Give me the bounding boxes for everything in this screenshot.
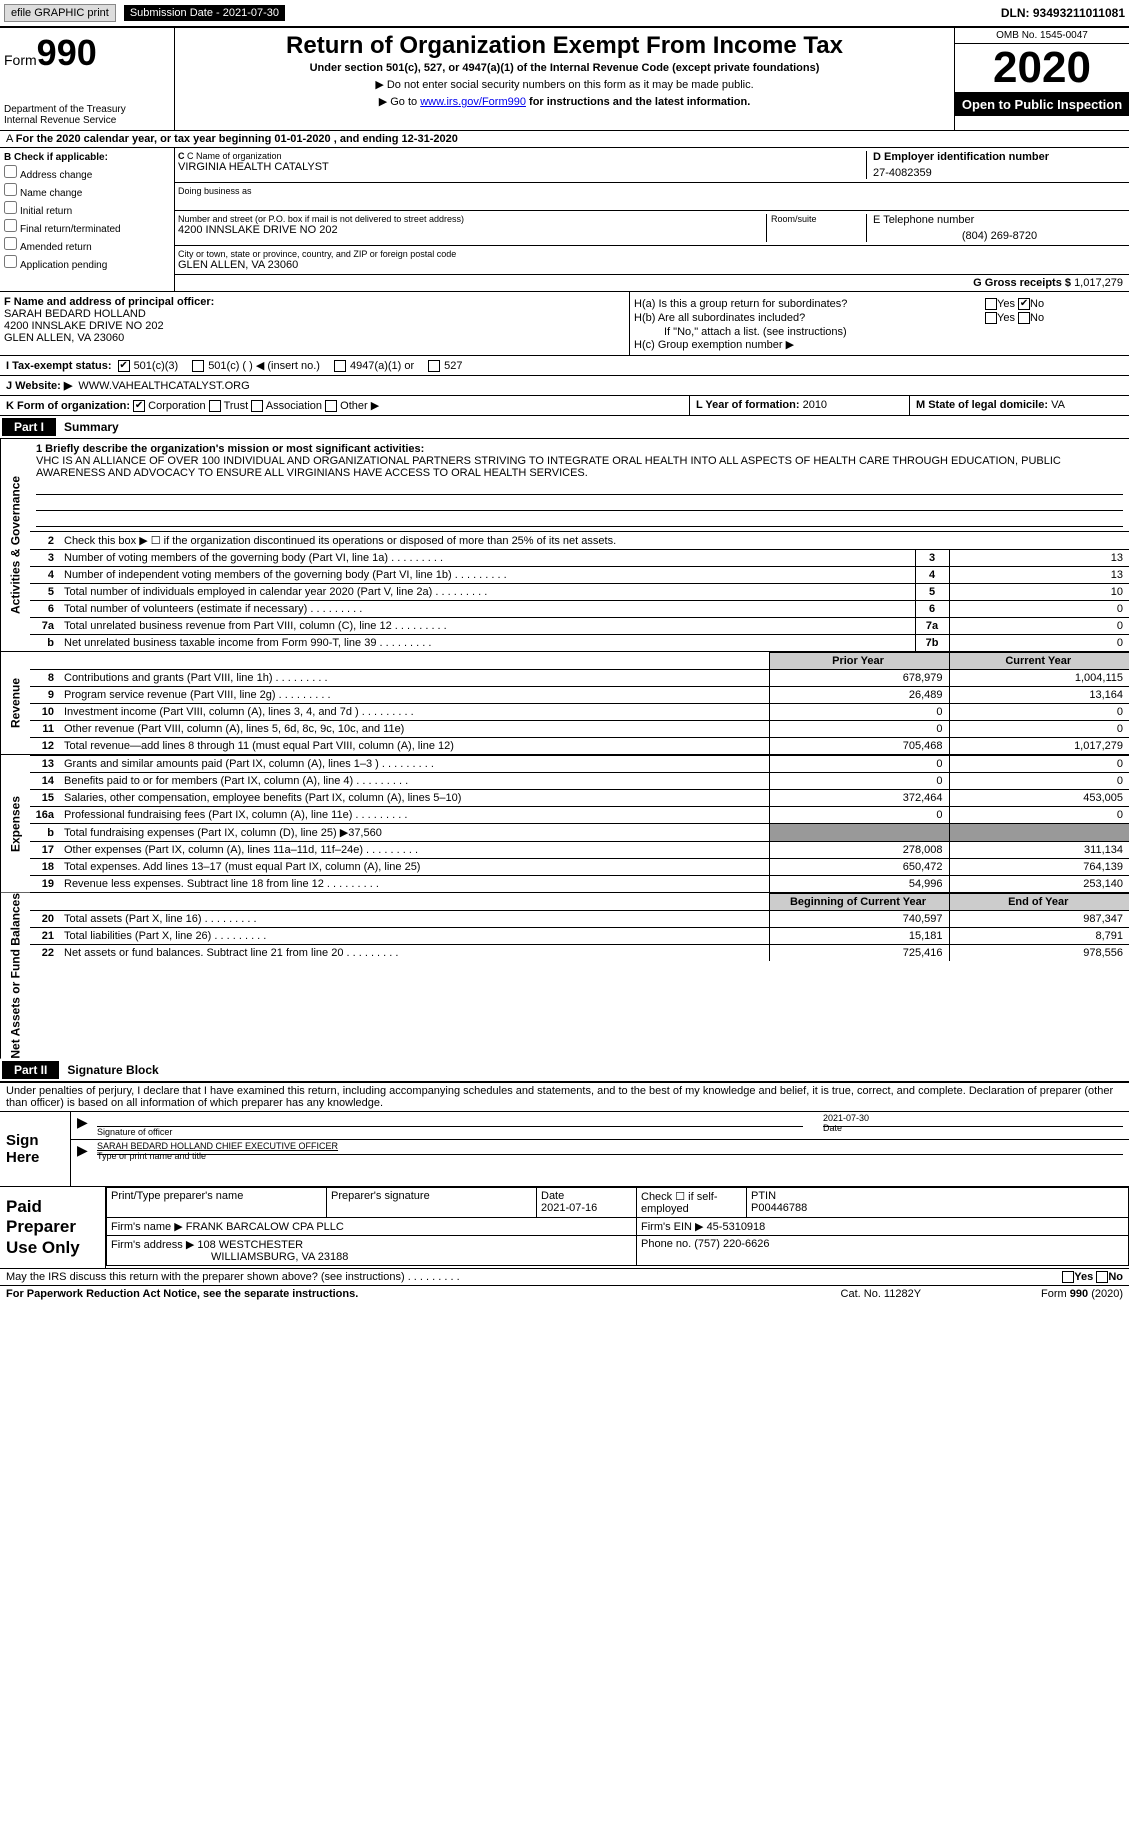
tax-year: 2020 [955, 44, 1129, 93]
phone-label: E Telephone number [873, 214, 1126, 226]
cb-501c3[interactable] [118, 360, 130, 372]
gov-table: 2Check this box ▶ ☐ if the organization … [30, 531, 1129, 651]
officer-label: F Name and address of principal officer: [4, 296, 214, 308]
open-inspection: Open to Public Inspection [955, 93, 1129, 116]
irs-form990-link[interactable]: www.irs.gov/Form990 [420, 96, 526, 108]
cb-application-pending[interactable]: Application pending [4, 255, 170, 271]
paperwork-notice: For Paperwork Reduction Act Notice, see … [6, 1288, 841, 1300]
form-title: Return of Organization Exempt From Incom… [179, 32, 950, 60]
hb-no[interactable] [1018, 312, 1030, 324]
sig-officer-label: Signature of officer [97, 1126, 803, 1137]
cb-address-change[interactable]: Address change [4, 165, 170, 181]
firm-addr2: WILLIAMSBURG, VA 23188 [111, 1251, 348, 1263]
cb-other[interactable] [325, 400, 337, 412]
suite-label: Room/suite [771, 214, 866, 224]
sidebar-expenses: Expenses [0, 755, 30, 892]
firm-phone: (757) 220-6626 [694, 1238, 769, 1250]
sidebar-governance: Activities & Governance [0, 439, 30, 651]
discuss-no[interactable] [1096, 1271, 1108, 1283]
phone: (804) 269-8720 [873, 230, 1126, 242]
form-header: Form990 Department of the Treasury Inter… [0, 27, 1129, 131]
perjury-statement: Under penalties of perjury, I declare th… [0, 1083, 1129, 1111]
dept-treasury: Department of the Treasury [4, 104, 170, 115]
cb-initial-return[interactable]: Initial return [4, 201, 170, 217]
firm-name: FRANK BARCALOW CPA PLLC [186, 1221, 344, 1233]
ha-label: H(a) Is this a group return for subordin… [634, 298, 985, 310]
box-i-label: I Tax-exempt status: [6, 360, 112, 372]
ein: 27-4082359 [873, 167, 1126, 179]
box-b: B Check if applicable: Address change Na… [0, 148, 175, 291]
part1-header: Part I Summary [0, 416, 1129, 438]
officer-printed-name: SARAH BEDARD HOLLAND CHIEF EXECUTIVE OFF… [97, 1141, 1123, 1151]
omb-number: OMB No. 1545-0047 [955, 28, 1129, 44]
irs-label: Internal Revenue Service [4, 115, 170, 126]
form-id-footer: Form 990 (2020) [1041, 1288, 1123, 1300]
submission-date: Submission Date - 2021-07-30 [124, 5, 285, 21]
cb-527[interactable] [428, 360, 440, 372]
instr-ssn: ▶ Do not enter social security numbers o… [179, 78, 950, 91]
discuss-question: May the IRS discuss this return with the… [0, 1269, 1129, 1285]
instr-website: ▶ Go to www.irs.gov/Form990 for instruct… [179, 95, 950, 108]
netassets-table: Beginning of Current YearEnd of Year 20T… [30, 893, 1129, 961]
paid-preparer-label: Paid Preparer Use Only [0, 1187, 105, 1268]
preparer-table: Print/Type preparer's name Preparer's si… [106, 1187, 1129, 1266]
year-formation: 2010 [803, 399, 827, 411]
hb-yes[interactable] [985, 312, 997, 324]
officer-name: SARAH BEDARD HOLLAND [4, 308, 625, 320]
cb-4947[interactable] [334, 360, 346, 372]
box-j-label: J Website: ▶ [6, 379, 72, 392]
form-subtitle: Under section 501(c), 527, or 4947(a)(1)… [179, 62, 950, 74]
discuss-yes[interactable] [1062, 1271, 1074, 1283]
org-name-label: C C Name of organization [178, 151, 866, 161]
cb-corporation[interactable] [133, 400, 145, 412]
hc-label: H(c) Group exemption number ▶ [634, 338, 1125, 351]
ein-label: D Employer identification number [873, 151, 1049, 163]
cb-association[interactable] [251, 400, 263, 412]
tax-period: A For the 2020 calendar year, or tax yea… [0, 131, 1129, 148]
top-bar: efile GRAPHIC print Submission Date - 20… [0, 0, 1129, 27]
state-domicile: VA [1051, 399, 1065, 411]
ha-yes[interactable] [985, 298, 997, 310]
ha-no[interactable] [1018, 298, 1030, 310]
hb-note: If "No," attach a list. (see instruction… [634, 326, 1125, 338]
sidebar-netassets: Net Assets or Fund Balances [0, 893, 30, 1059]
website-url: WWW.VAHEALTHCATALYST.ORG [78, 380, 249, 392]
org-name: VIRGINIA HEALTH CATALYST [178, 161, 866, 173]
expense-table: 13Grants and similar amounts paid (Part … [30, 755, 1129, 892]
city-label: City or town, state or province, country… [178, 249, 1126, 259]
sidebar-revenue: Revenue [0, 652, 30, 754]
officer-addr1: 4200 INNSLAKE DRIVE NO 202 [4, 320, 625, 332]
cb-name-change[interactable]: Name change [4, 183, 170, 199]
city-state-zip: GLEN ALLEN, VA 23060 [178, 259, 1126, 271]
sig-date: 2021-07-30 [823, 1113, 1123, 1123]
revenue-table: Prior YearCurrent Year 8Contributions an… [30, 652, 1129, 754]
dln: DLN: 93493211011081 [1001, 6, 1125, 20]
mission-text: VHC IS AN ALLIANCE OF OVER 100 INDIVIDUA… [36, 455, 1123, 479]
cb-final-return[interactable]: Final return/terminated [4, 219, 170, 235]
firm-addr1: 108 WESTCHESTER [197, 1239, 303, 1251]
dba-label: Doing business as [178, 186, 1126, 196]
firm-ein: 45-5310918 [707, 1221, 766, 1233]
hb-label: H(b) Are all subordinates included? [634, 312, 985, 324]
cb-trust[interactable] [209, 400, 221, 412]
cb-501c[interactable] [192, 360, 204, 372]
sign-here-label: Sign Here [0, 1112, 70, 1186]
cb-amended-return[interactable]: Amended return [4, 237, 170, 253]
gross-receipts: G Gross receipts $ 1,017,279 [175, 275, 1129, 291]
cat-number: Cat. No. 11282Y [841, 1288, 922, 1300]
officer-addr2: GLEN ALLEN, VA 23060 [4, 332, 625, 344]
street-label: Number and street (or P.O. box if mail i… [178, 214, 762, 224]
line1-label: 1 Briefly describe the organization's mi… [36, 443, 424, 455]
part2-header: Part II Signature Block [0, 1059, 1129, 1081]
efile-print-button[interactable]: efile GRAPHIC print [4, 4, 116, 22]
form-number: Form990 [4, 32, 170, 74]
street-address: 4200 INNSLAKE DRIVE NO 202 [178, 224, 762, 236]
